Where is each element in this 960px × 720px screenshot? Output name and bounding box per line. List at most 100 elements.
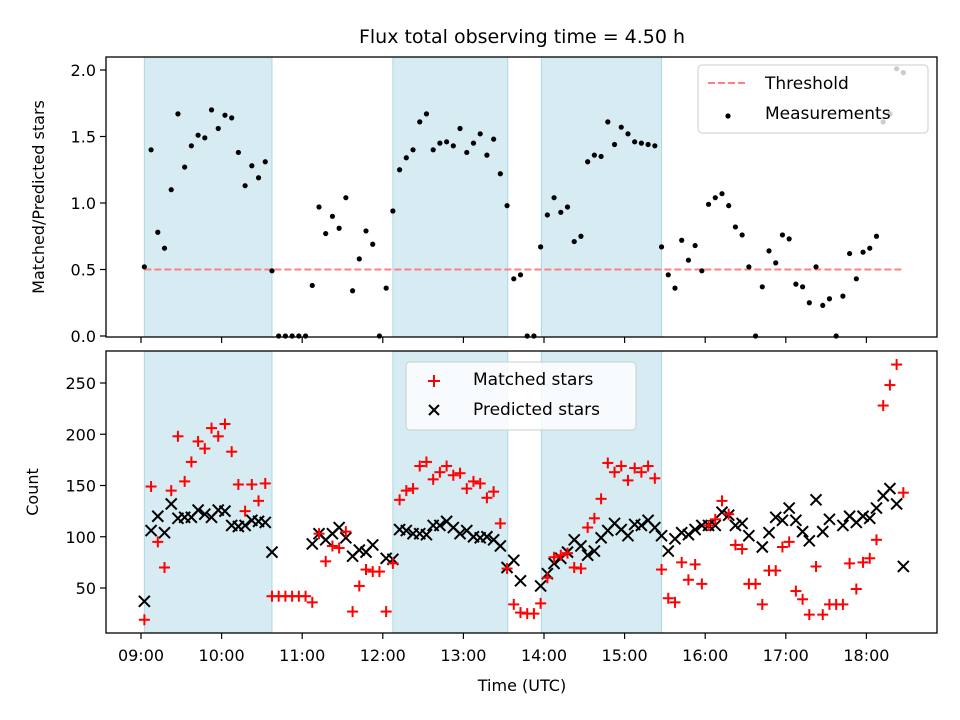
matched-star-point: [165, 485, 177, 497]
predicted-star-point: [729, 519, 742, 532]
measurement-point: [484, 152, 490, 158]
measurement-point: [739, 232, 745, 238]
measurement-point: [235, 149, 241, 156]
measurement-point: [417, 119, 423, 125]
measurement-point: [665, 272, 671, 278]
measurement-point: [410, 147, 416, 153]
predicted-star-point: [198, 507, 212, 521]
predicted-star-point: [742, 529, 756, 542]
matched-star-point: [615, 460, 627, 472]
predicted-star-point: [306, 537, 319, 551]
measurement-point: [175, 111, 181, 117]
measurement-point: [564, 204, 571, 210]
predicted-star-point: [534, 579, 547, 593]
matched-star-point: [662, 592, 674, 604]
predicted-star-point: [400, 524, 413, 537]
matched-star-point: [817, 609, 829, 621]
matched-star-point: [689, 558, 701, 570]
bottom-legend-box: [405, 361, 637, 431]
predicted-star-point: [238, 519, 252, 532]
measurement-point: [249, 163, 255, 169]
predicted-star-point: [776, 514, 789, 527]
matched-star-point: [159, 562, 171, 573]
legend-measurements-label: Measurements: [765, 104, 891, 124]
matched-star-point: [810, 560, 822, 572]
predicted-star-point: [191, 503, 205, 517]
predicted-star-point: [890, 497, 903, 511]
legend-measurement-icon: [725, 113, 731, 119]
measurement-point: [746, 264, 752, 270]
x-tick-label: 09:00: [118, 646, 164, 665]
matched-star-point: [306, 596, 318, 608]
measurement-point: [645, 141, 651, 148]
legend-matched-icon: [428, 375, 440, 387]
measurement-point: [632, 139, 638, 145]
measurement-point: [692, 242, 698, 249]
measurement-point: [719, 191, 725, 197]
x-tick-label: 17:00: [763, 646, 809, 665]
matched-star-point: [494, 517, 506, 529]
matched-star-point: [353, 580, 365, 592]
x-tick-label: 15:00: [602, 646, 648, 665]
matched-star-point: [380, 606, 392, 618]
matched-star-point: [206, 422, 218, 434]
predicted-star-point: [165, 497, 178, 511]
measurements-series: [141, 66, 906, 339]
measurement-point: [269, 268, 275, 274]
predicted-star-point: [588, 544, 601, 558]
matched-star-point: [326, 540, 338, 552]
matched-star-point: [750, 578, 762, 590]
measurement-point: [329, 213, 336, 219]
measurement-point: [625, 131, 631, 137]
bottom-x-ticks: 09:00 10:00 11:00 12:00 13:00 14:00 15:00 16:00…: [118, 633, 889, 665]
measurement-point: [531, 333, 537, 339]
matched-star-point: [555, 549, 567, 561]
matched-star-point: [501, 563, 513, 575]
matched-star-point: [642, 460, 654, 472]
measurement-point: [370, 241, 376, 247]
measurement-point: [336, 225, 342, 231]
predicted-star-point: [897, 560, 910, 573]
predicted-star-point: [870, 501, 883, 515]
predicted-star-point: [816, 525, 829, 538]
measurement-point: [793, 281, 799, 287]
matched-star-point: [508, 598, 520, 610]
bottom-y-tick-label: 250: [65, 374, 96, 393]
measurement-point: [813, 264, 819, 270]
observing-window-bottom: [143, 350, 273, 634]
predicted-star-point: [151, 510, 164, 523]
measurement-point: [524, 333, 530, 339]
top-panel: 0.00.51.01.52.0 Matched/Predicted stars …: [29, 56, 938, 346]
predicted-star-point: [453, 527, 467, 540]
measurement-point: [289, 333, 295, 339]
matched-star-point: [394, 494, 406, 506]
matched-star-point: [185, 456, 197, 468]
matched-star-point: [649, 472, 661, 484]
matched-star-point: [837, 598, 849, 610]
matched-star-point: [756, 598, 768, 610]
observing-window-top: [392, 56, 509, 338]
measurement-point: [229, 115, 235, 121]
predicted-star-point: [709, 519, 722, 532]
predicted-star-point: [547, 557, 561, 570]
matched-star-point: [790, 585, 802, 597]
predicted-star-point: [648, 521, 662, 534]
predicted-star-point: [769, 511, 782, 524]
measurement-point: [652, 143, 658, 149]
matched-star-point: [454, 467, 466, 479]
measurement-point: [168, 187, 174, 193]
measurement-point: [578, 233, 584, 239]
matched-star-point: [656, 564, 668, 576]
predicted-star-point: [809, 493, 823, 507]
matched-star-point: [535, 597, 547, 609]
matched-star-point: [891, 359, 903, 371]
predicted-star-point: [218, 504, 232, 518]
measurement-point: [766, 248, 772, 254]
matched-star-point: [595, 493, 607, 505]
measurement-point: [309, 282, 315, 289]
matched-star-point: [676, 556, 688, 568]
matched-star-point: [461, 483, 473, 495]
matched-star-point: [528, 608, 540, 620]
measurement-point: [685, 257, 692, 263]
